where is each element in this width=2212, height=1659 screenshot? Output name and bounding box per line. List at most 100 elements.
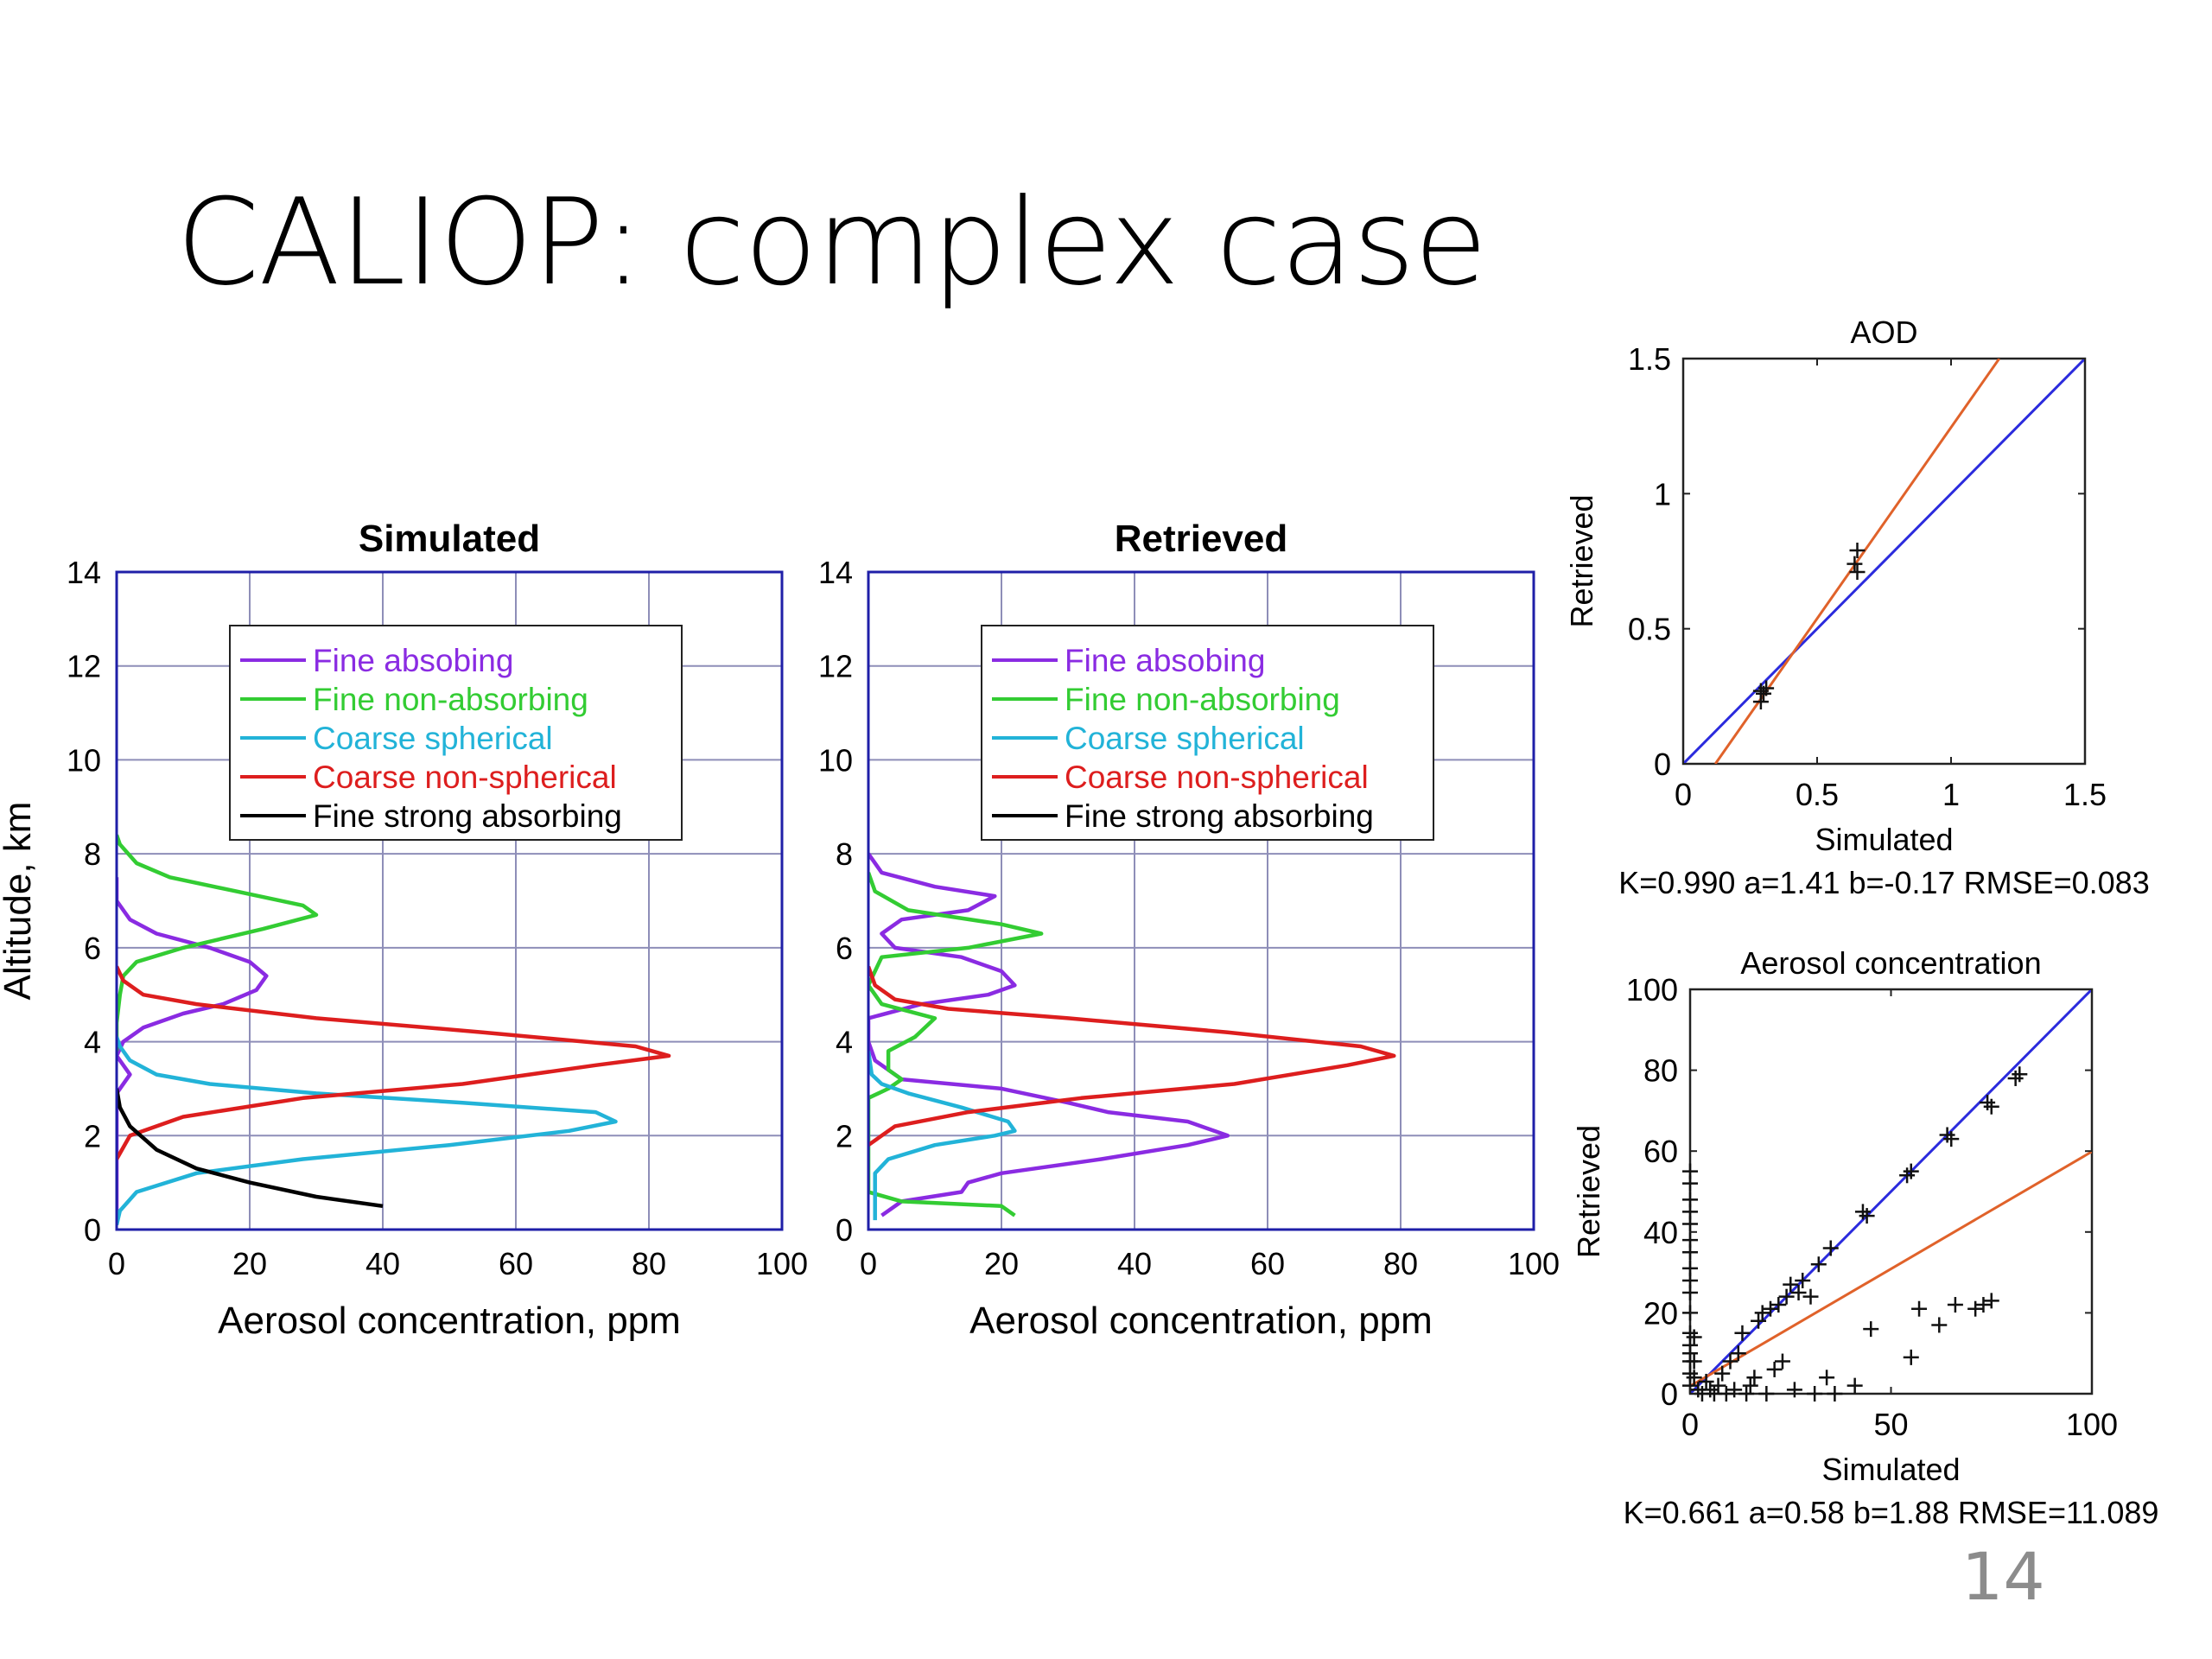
aerosol_concentration-marker: [1754, 1305, 1770, 1321]
aerosol_concentration-marker: [1682, 1175, 1698, 1192]
aerosol_concentration-y-tick-label: 60: [1643, 1134, 1678, 1169]
aerosol_concentration-marker: [1682, 1216, 1698, 1232]
retrieved-y-tick-label: 12: [818, 649, 853, 684]
retrieved-title: Retrieved: [1115, 518, 1288, 560]
aerosol_concentration-marker: [2012, 1066, 2028, 1083]
aerosol_concentration-marker: [1899, 1167, 1916, 1184]
retrieved-y-tick-label: 10: [818, 742, 853, 778]
retrieved-series-fine-non-absorbing: [868, 872, 1044, 1217]
aerosol_concentration-marker: [1795, 1272, 1811, 1288]
aerosol_concentration-marker: [1859, 1208, 1875, 1224]
retrieved-x-tick-label: 60: [1250, 1246, 1285, 1281]
aerosol_concentration-marker: [1863, 1321, 1879, 1338]
aerosol_concentration-marker: [1903, 1349, 1919, 1365]
simulated-y-tick-label: 0: [84, 1212, 101, 1248]
aod-y-tick-label: 1: [1654, 476, 1671, 512]
aerosol_concentration-marker: [1686, 1353, 1702, 1370]
simulated-legend-label: Fine non-absorbing: [313, 682, 588, 717]
aerosol_concentration-line-fit: [1690, 1150, 2092, 1388]
aod-stats-label: K=0.990 a=1.41 b=-0.17 RMSE=0.083: [1618, 865, 2149, 900]
aerosol_concentration-marker: [1714, 1365, 1731, 1382]
aod-x-tick-label: 0: [1675, 777, 1692, 812]
aod-y-tick-label: 0: [1654, 747, 1671, 782]
retrieved-x-tick-label: 100: [1508, 1246, 1560, 1281]
aerosol_concentration-marker: [1751, 1313, 1767, 1329]
simulated-legend-label: Fine strong absorbing: [313, 798, 622, 834]
aerosol_concentration-marker: [1718, 1386, 1734, 1402]
retrieved-legend-label: Fine non-absorbing: [1065, 682, 1340, 717]
aerosol_concentration-marker: [1827, 1386, 1843, 1402]
aerosol_concentration-y-axis-label: Retrieved: [1571, 1125, 1606, 1258]
aerosol_concentration-marker: [1742, 1377, 1758, 1394]
simulated-title: Simulated: [359, 518, 540, 560]
retrieved-x-axis-label: Aerosol concentration, ppm: [969, 1300, 1433, 1342]
aerosol_concentration-marker: [1686, 1329, 1702, 1345]
simulated-legend-label: Coarse spherical: [313, 721, 553, 756]
retrieved-legend-label: Fine absobing: [1065, 643, 1265, 678]
aerosol_concentration-marker: [1778, 1288, 1795, 1305]
simulated-legend-label: Fine absobing: [313, 643, 513, 678]
slide-title: CALIOP: complex case: [176, 173, 1487, 312]
aerosol_concentration-y-tick-label: 80: [1643, 1053, 1678, 1089]
retrieved-series-coarse-spherical: [868, 1051, 1017, 1221]
aerosol_concentration-marker: [1939, 1127, 1955, 1143]
simulated-y-axis-label: Altitude, km: [0, 802, 39, 1001]
retrieved-y-tick-label: 8: [836, 836, 853, 872]
aerosol_concentration-x-tick-label: 50: [1873, 1407, 1908, 1442]
simulated-series-coarse-non-spherical: [117, 965, 671, 1160]
aerosol_concentration-marker: [1975, 1297, 1992, 1313]
aod-line-1to1: [1683, 359, 2085, 764]
simulated-x-tick-label: 20: [232, 1246, 267, 1281]
retrieved-x-tick-label: 0: [860, 1246, 877, 1281]
simulated-y-tick-label: 10: [67, 742, 101, 778]
simulated-x-tick-label: 60: [499, 1246, 533, 1281]
simulated-x-tick-label: 40: [365, 1246, 400, 1281]
aerosol_concentration-marker: [1763, 1300, 1778, 1317]
retrieved-series-coarse-non-spherical: [868, 965, 1396, 1147]
aod-x-axis-label: Simulated: [1815, 822, 1953, 857]
aerosol_concentration-y-tick-label: 20: [1643, 1295, 1678, 1331]
aerosol_concentration-x-tick-label: 0: [1681, 1407, 1699, 1442]
aerosol_concentration-marker: [1931, 1317, 1948, 1333]
simulated-series-fine-non-absorbing: [117, 834, 319, 1052]
aerosol_concentration-marker: [1943, 1131, 1960, 1147]
aerosol_concentration-marker: [1983, 1293, 1999, 1309]
simulated-x-tick-label: 0: [108, 1246, 125, 1281]
aod-x-tick-label: 0.5: [1796, 777, 1839, 812]
aerosol_concentration-marker: [1766, 1361, 1783, 1377]
aerosol_concentration-marker: [1807, 1386, 1823, 1402]
retrieved-y-tick-label: 6: [836, 931, 853, 966]
simulated-x-tick-label: 100: [756, 1246, 808, 1281]
simulated-x-axis-label: Aerosol concentration, ppm: [218, 1300, 681, 1342]
aerosol_concentration-x-tick-label: 100: [2066, 1407, 2118, 1442]
simulated-y-tick-label: 14: [67, 555, 101, 590]
aerosol_concentration-marker: [1686, 1370, 1702, 1386]
retrieved-x-tick-label: 40: [1117, 1246, 1152, 1281]
aerosol_concentration-y-tick-label: 100: [1626, 972, 1678, 1007]
aerosol_concentration-line-1to1: [1690, 989, 2092, 1394]
aod-x-tick-label: 1: [1942, 777, 1960, 812]
simulated-y-tick-label: 8: [84, 836, 101, 872]
aerosol_concentration-marker: [1758, 1386, 1775, 1402]
aerosol_concentration-marker: [1726, 1382, 1743, 1398]
aod-marker: [1847, 556, 1863, 572]
aerosol_concentration-marker: [1847, 1377, 1863, 1394]
aod-marker: [1758, 680, 1775, 696]
retrieved-y-tick-label: 2: [836, 1118, 853, 1154]
aerosol_concentration-marker: [1698, 1373, 1714, 1389]
retrieved-y-tick-label: 14: [818, 555, 853, 590]
simulated-y-tick-label: 2: [84, 1118, 101, 1154]
retrieved-y-tick-label: 0: [836, 1212, 853, 1248]
aerosol_concentration-marker: [1682, 1244, 1698, 1261]
simulated-y-tick-label: 12: [67, 649, 101, 684]
retrieved-x-tick-label: 20: [984, 1246, 1019, 1281]
simulated-axes-box: [115, 570, 784, 1231]
aod-marker: [1849, 542, 1866, 558]
retrieved-series-fine-absobing: [868, 852, 1230, 1217]
aerosol_concentration-marker: [1947, 1297, 1963, 1313]
aerosol_concentration-x-axis-label: Simulated: [1821, 1452, 1960, 1487]
aerosol_concentration-marker: [1682, 1285, 1698, 1300]
simulated-series-fine-strong-absorbing: [117, 1088, 384, 1209]
aerosol_concentration-marker: [1819, 1370, 1835, 1386]
